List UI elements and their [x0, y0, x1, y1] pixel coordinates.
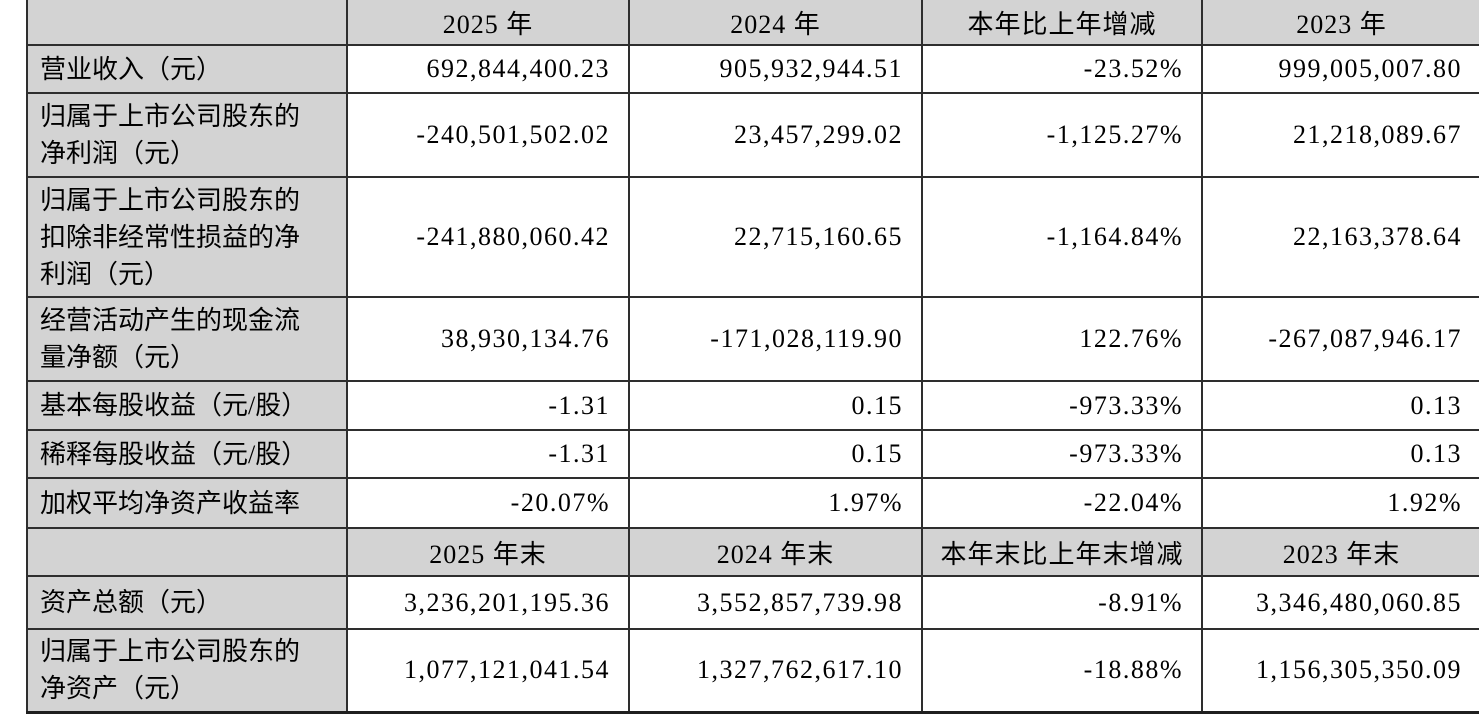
col-header-2025-end: 2025 年末 [346, 527, 630, 577]
table-cell: -973.33% [921, 380, 1203, 431]
row-label: 稀释每股收益（元/股） [26, 429, 348, 479]
table-cell: -241,880,060.42 [346, 176, 630, 298]
table-cell: -22.04% [921, 477, 1203, 529]
table-cell: -1.31 [346, 380, 630, 431]
row-label: 经营活动产生的现金流 量净额（元） [26, 296, 348, 382]
col-header-2023: 2023 年 [1201, 0, 1479, 46]
table-cell: 999,005,007.80 [1201, 44, 1479, 94]
table-row-basic-eps: 基本每股收益（元/股） -1.31 0.15 -973.33% 0.13 [26, 380, 1479, 431]
row-label: 归属于上市公司股东的 净资产（元） [26, 628, 348, 713]
table-row-net-profit: 归属于上市公司股东的 净利润（元） -240,501,502.02 23,457… [26, 92, 1479, 178]
col-header-2023-end: 2023 年末 [1201, 527, 1479, 577]
table-cell: 1,156,305,350.09 [1201, 628, 1479, 713]
table-row-net-assets: 归属于上市公司股东的 净资产（元） 1,077,121,041.54 1,327… [26, 628, 1479, 713]
financial-summary-table-container: 2025 年 2024 年 本年比上年增减 2023 年 营业收入（元） 692… [26, 0, 1479, 714]
corner-cell [26, 0, 348, 46]
table-cell: -171,028,119.90 [628, 296, 923, 382]
corner-cell [26, 527, 348, 577]
table-row-total-assets: 资产总额（元） 3,236,201,195.36 3,552,857,739.9… [26, 575, 1479, 630]
table-cell: 3,346,480,060.85 [1201, 575, 1479, 630]
table-row-revenue: 营业收入（元） 692,844,400.23 905,932,944.51 -2… [26, 44, 1479, 94]
table-cell: -1,125.27% [921, 92, 1203, 178]
table-cell: 21,218,089.67 [1201, 92, 1479, 178]
table-cell: 0.13 [1201, 380, 1479, 431]
table-cell: 3,236,201,195.36 [346, 575, 630, 630]
table-cell: -267,087,946.17 [1201, 296, 1479, 382]
row-label: 归属于上市公司股东的 扣除非经常性损益的净 利润（元） [26, 176, 348, 298]
row-label: 基本每股收益（元/股） [26, 380, 348, 431]
financial-summary-table: 2025 年 2024 年 本年比上年增减 2023 年 营业收入（元） 692… [26, 0, 1479, 714]
table-row-operating-cash-flow: 经营活动产生的现金流 量净额（元） 38,930,134.76 -171,028… [26, 296, 1479, 382]
table-cell: 0.15 [628, 429, 923, 479]
table-row-weighted-avg-roe: 加权平均净资产收益率 -20.07% 1.97% -22.04% 1.92% [26, 477, 1479, 529]
table-cell: -20.07% [346, 477, 630, 529]
col-header-2024: 2024 年 [628, 0, 923, 46]
col-header-period-end-change: 本年末比上年末增减 [921, 527, 1203, 577]
table-cell: 1,077,121,041.54 [346, 628, 630, 713]
table-cell: 38,930,134.76 [346, 296, 630, 382]
table-cell: 3,552,857,739.98 [628, 575, 923, 630]
col-header-2024-end: 2024 年末 [628, 527, 923, 577]
table-cell: 692,844,400.23 [346, 44, 630, 94]
table-cell: -1,164.84% [921, 176, 1203, 298]
col-header-2025: 2025 年 [346, 0, 630, 46]
row-label: 加权平均净资产收益率 [26, 477, 348, 529]
table-row-net-profit-excl-nonrecurring: 归属于上市公司股东的 扣除非经常性损益的净 利润（元） -241,880,060… [26, 176, 1479, 298]
table-cell: 1.92% [1201, 477, 1479, 529]
col-header-yoy-change: 本年比上年增减 [921, 0, 1203, 46]
row-label: 营业收入（元） [26, 44, 348, 94]
table-cell: -1.31 [346, 429, 630, 479]
table-cell: 905,932,944.51 [628, 44, 923, 94]
table-cell: 0.15 [628, 380, 923, 431]
table-cell: 1.97% [628, 477, 923, 529]
table-cell: 22,715,160.65 [628, 176, 923, 298]
table-cell: 23,457,299.02 [628, 92, 923, 178]
table-row-diluted-eps: 稀释每股收益（元/股） -1.31 0.15 -973.33% 0.13 [26, 429, 1479, 479]
table-cell: 1,327,762,617.10 [628, 628, 923, 713]
table-cell: 0.13 [1201, 429, 1479, 479]
table-header-row-period-end: 2025 年末 2024 年末 本年末比上年末增减 2023 年末 [26, 527, 1479, 577]
table-header-row-annual: 2025 年 2024 年 本年比上年增减 2023 年 [26, 0, 1479, 46]
table-cell: -8.91% [921, 575, 1203, 630]
row-label: 资产总额（元） [26, 575, 348, 630]
row-label: 归属于上市公司股东的 净利润（元） [26, 92, 348, 178]
table-cell: -973.33% [921, 429, 1203, 479]
table-cell: -23.52% [921, 44, 1203, 94]
table-cell: -18.88% [921, 628, 1203, 713]
table-cell: 122.76% [921, 296, 1203, 382]
table-cell: 22,163,378.64 [1201, 176, 1479, 298]
table-cell: -240,501,502.02 [346, 92, 630, 178]
